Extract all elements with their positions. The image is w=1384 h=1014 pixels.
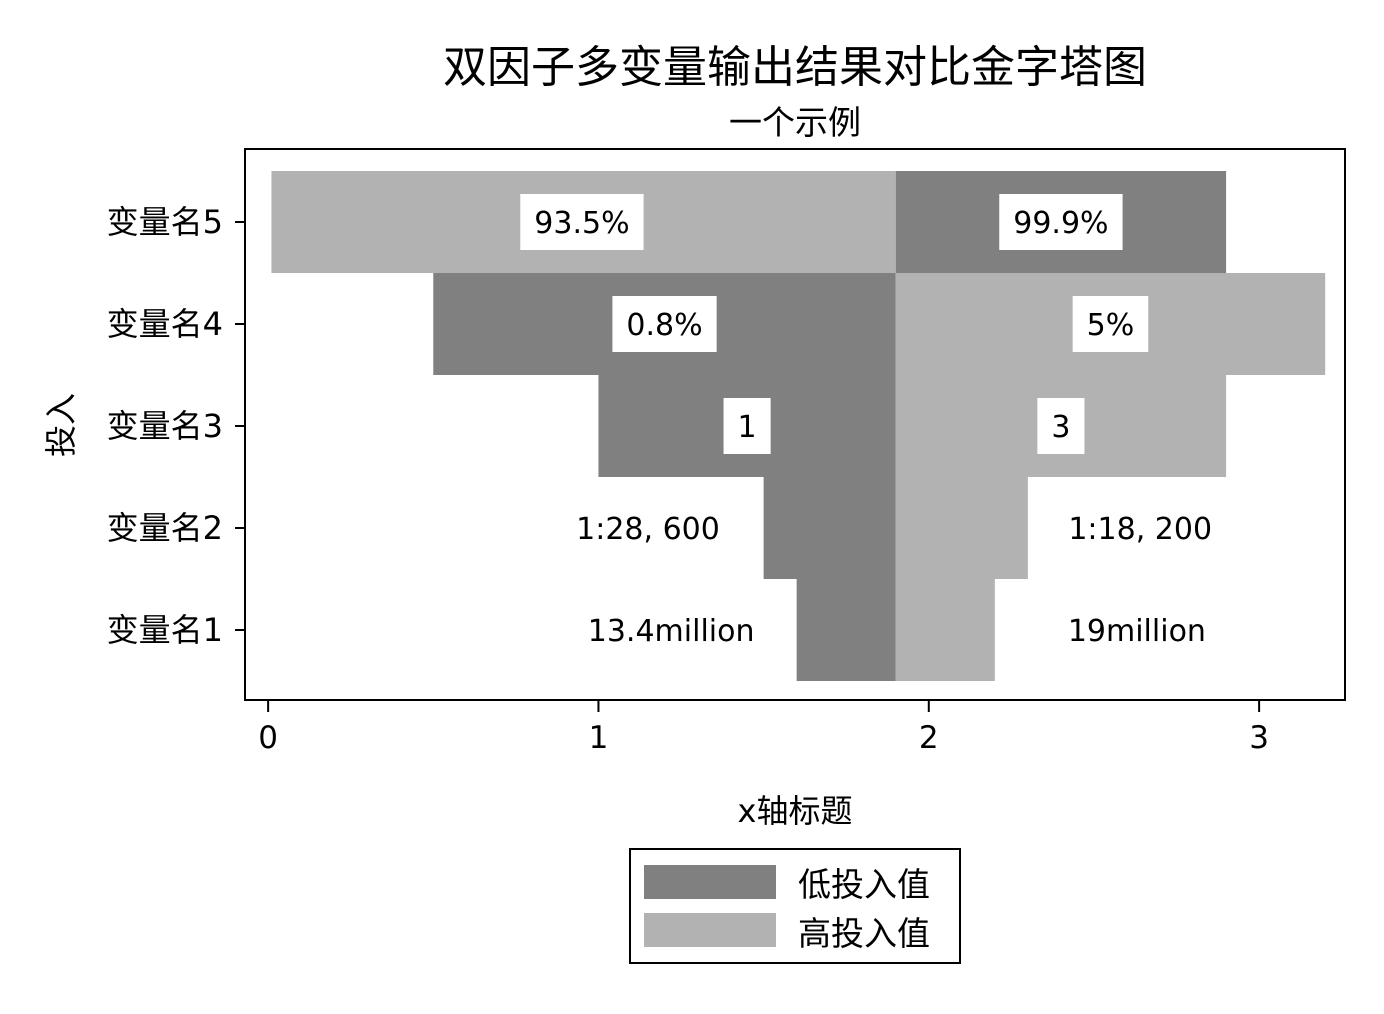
bar-high-5	[896, 579, 995, 681]
bar-label-low-3: 1	[738, 410, 757, 445]
bar-label-high-4: 1:18, 200	[1068, 512, 1212, 547]
bar-label-high-3: 3	[1051, 410, 1070, 445]
bar-low-4	[764, 477, 896, 579]
x-axis: 0 1 2 3	[258, 700, 1269, 756]
x-tick-label: 1	[589, 720, 609, 756]
bar-label-low-1: 93.5%	[534, 206, 629, 241]
x-tick-label: 2	[919, 720, 939, 756]
x-axis-label: x轴标题	[738, 792, 853, 830]
chart-title: 双因子多变量输出结果对比金字塔图	[443, 42, 1147, 93]
x-tick-label: 0	[258, 720, 278, 756]
bar-low-5	[797, 579, 896, 681]
bar-label-high-2: 5%	[1087, 308, 1135, 343]
x-tick-label: 3	[1249, 720, 1269, 756]
legend-swatch-low	[644, 865, 776, 899]
y-tick-label: 变量名1	[107, 611, 223, 649]
legend: 低投入值 高投入值	[630, 849, 960, 963]
bars-layer	[271, 171, 1325, 681]
y-tick-label: 变量名3	[107, 407, 223, 445]
chart-subtitle: 一个示例	[729, 103, 861, 142]
y-tick-label: 变量名5	[107, 203, 223, 241]
y-tick-label: 变量名2	[107, 509, 223, 547]
bar-label-low-4: 1:28, 600	[576, 512, 720, 547]
bar-label-low-5: 13.4million	[588, 614, 755, 649]
bar-label-low-2: 0.8%	[626, 308, 702, 343]
legend-label-high: 高投入值	[798, 914, 930, 953]
y-tick-label: 变量名4	[107, 305, 223, 343]
legend-label-low: 低投入值	[798, 865, 930, 904]
bar-high-4	[896, 477, 1028, 579]
legend-swatch-high	[644, 913, 776, 947]
bar-label-high-5: 19million	[1068, 614, 1206, 649]
y-axis: 变量名5 变量名4 变量名3 变量名2 变量名1	[107, 203, 245, 649]
y-axis-label: 投入	[42, 393, 80, 457]
bar-label-high-1: 99.9%	[1013, 206, 1108, 241]
